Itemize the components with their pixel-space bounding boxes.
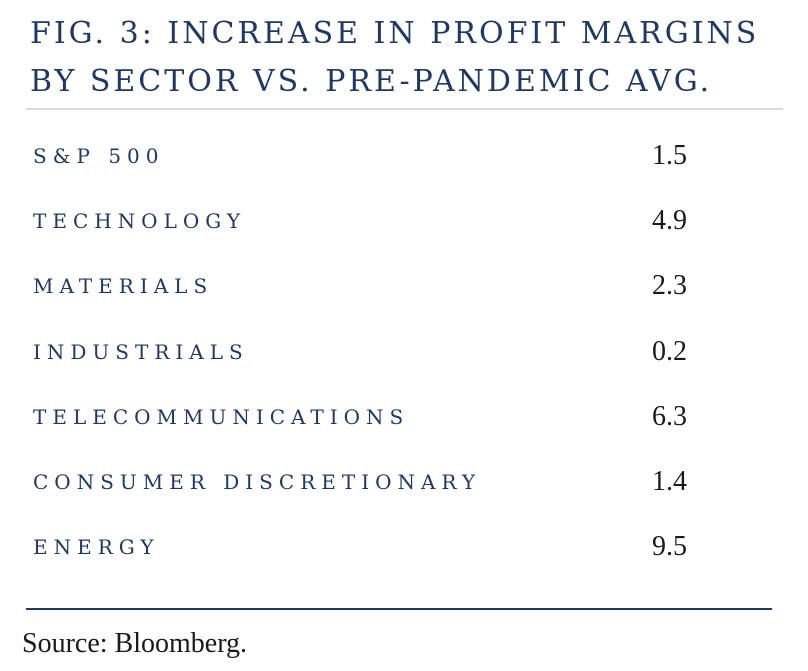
table-row: S&P 500 1.5 bbox=[0, 123, 808, 188]
margin-value: 9.5 bbox=[652, 531, 687, 563]
table-row: ENERGY 9.5 bbox=[0, 515, 808, 580]
margin-value: 6.3 bbox=[652, 400, 687, 432]
sector-label: TECHNOLOGY bbox=[33, 208, 247, 233]
table-row: TELECOMMUNICATIONS 6.3 bbox=[0, 384, 808, 449]
table-row: TECHNOLOGY 4.9 bbox=[0, 188, 808, 253]
sector-table: S&P 500 1.5 TECHNOLOGY 4.9 MATERIALS 2.3… bbox=[0, 110, 808, 580]
sector-label: CONSUMER DISCRETIONARY bbox=[33, 470, 482, 495]
table-row: CONSUMER DISCRETIONARY 1.4 bbox=[0, 449, 808, 514]
sector-label: INDUSTRIALS bbox=[33, 339, 249, 364]
margin-value: 1.4 bbox=[652, 466, 687, 498]
sector-label: S&P 500 bbox=[33, 143, 165, 168]
figure-title-line-1: FIG. 3: INCREASE IN PROFIT MARGINS bbox=[30, 16, 760, 51]
footer-divider-line bbox=[26, 608, 772, 611]
sector-label: MATERIALS bbox=[33, 274, 214, 299]
margin-value: 1.5 bbox=[652, 139, 687, 171]
margin-value: 0.2 bbox=[652, 335, 687, 367]
table-row: INDUSTRIALS 0.2 bbox=[0, 319, 808, 384]
table-row: MATERIALS 2.3 bbox=[0, 254, 808, 319]
figure-title: FIG. 3: INCREASE IN PROFIT MARGINS BY SE… bbox=[0, 0, 808, 106]
source-note: Source: Bloomberg. bbox=[22, 628, 248, 660]
sector-label: TELECOMMUNICATIONS bbox=[33, 404, 410, 429]
margin-value: 2.3 bbox=[652, 270, 687, 302]
sector-label: ENERGY bbox=[33, 535, 160, 560]
title-divider-line bbox=[26, 108, 783, 110]
figure-title-line-2: BY SECTOR VS. PRE-PANDEMIC AVG. bbox=[30, 64, 713, 99]
margin-value: 4.9 bbox=[652, 204, 687, 236]
